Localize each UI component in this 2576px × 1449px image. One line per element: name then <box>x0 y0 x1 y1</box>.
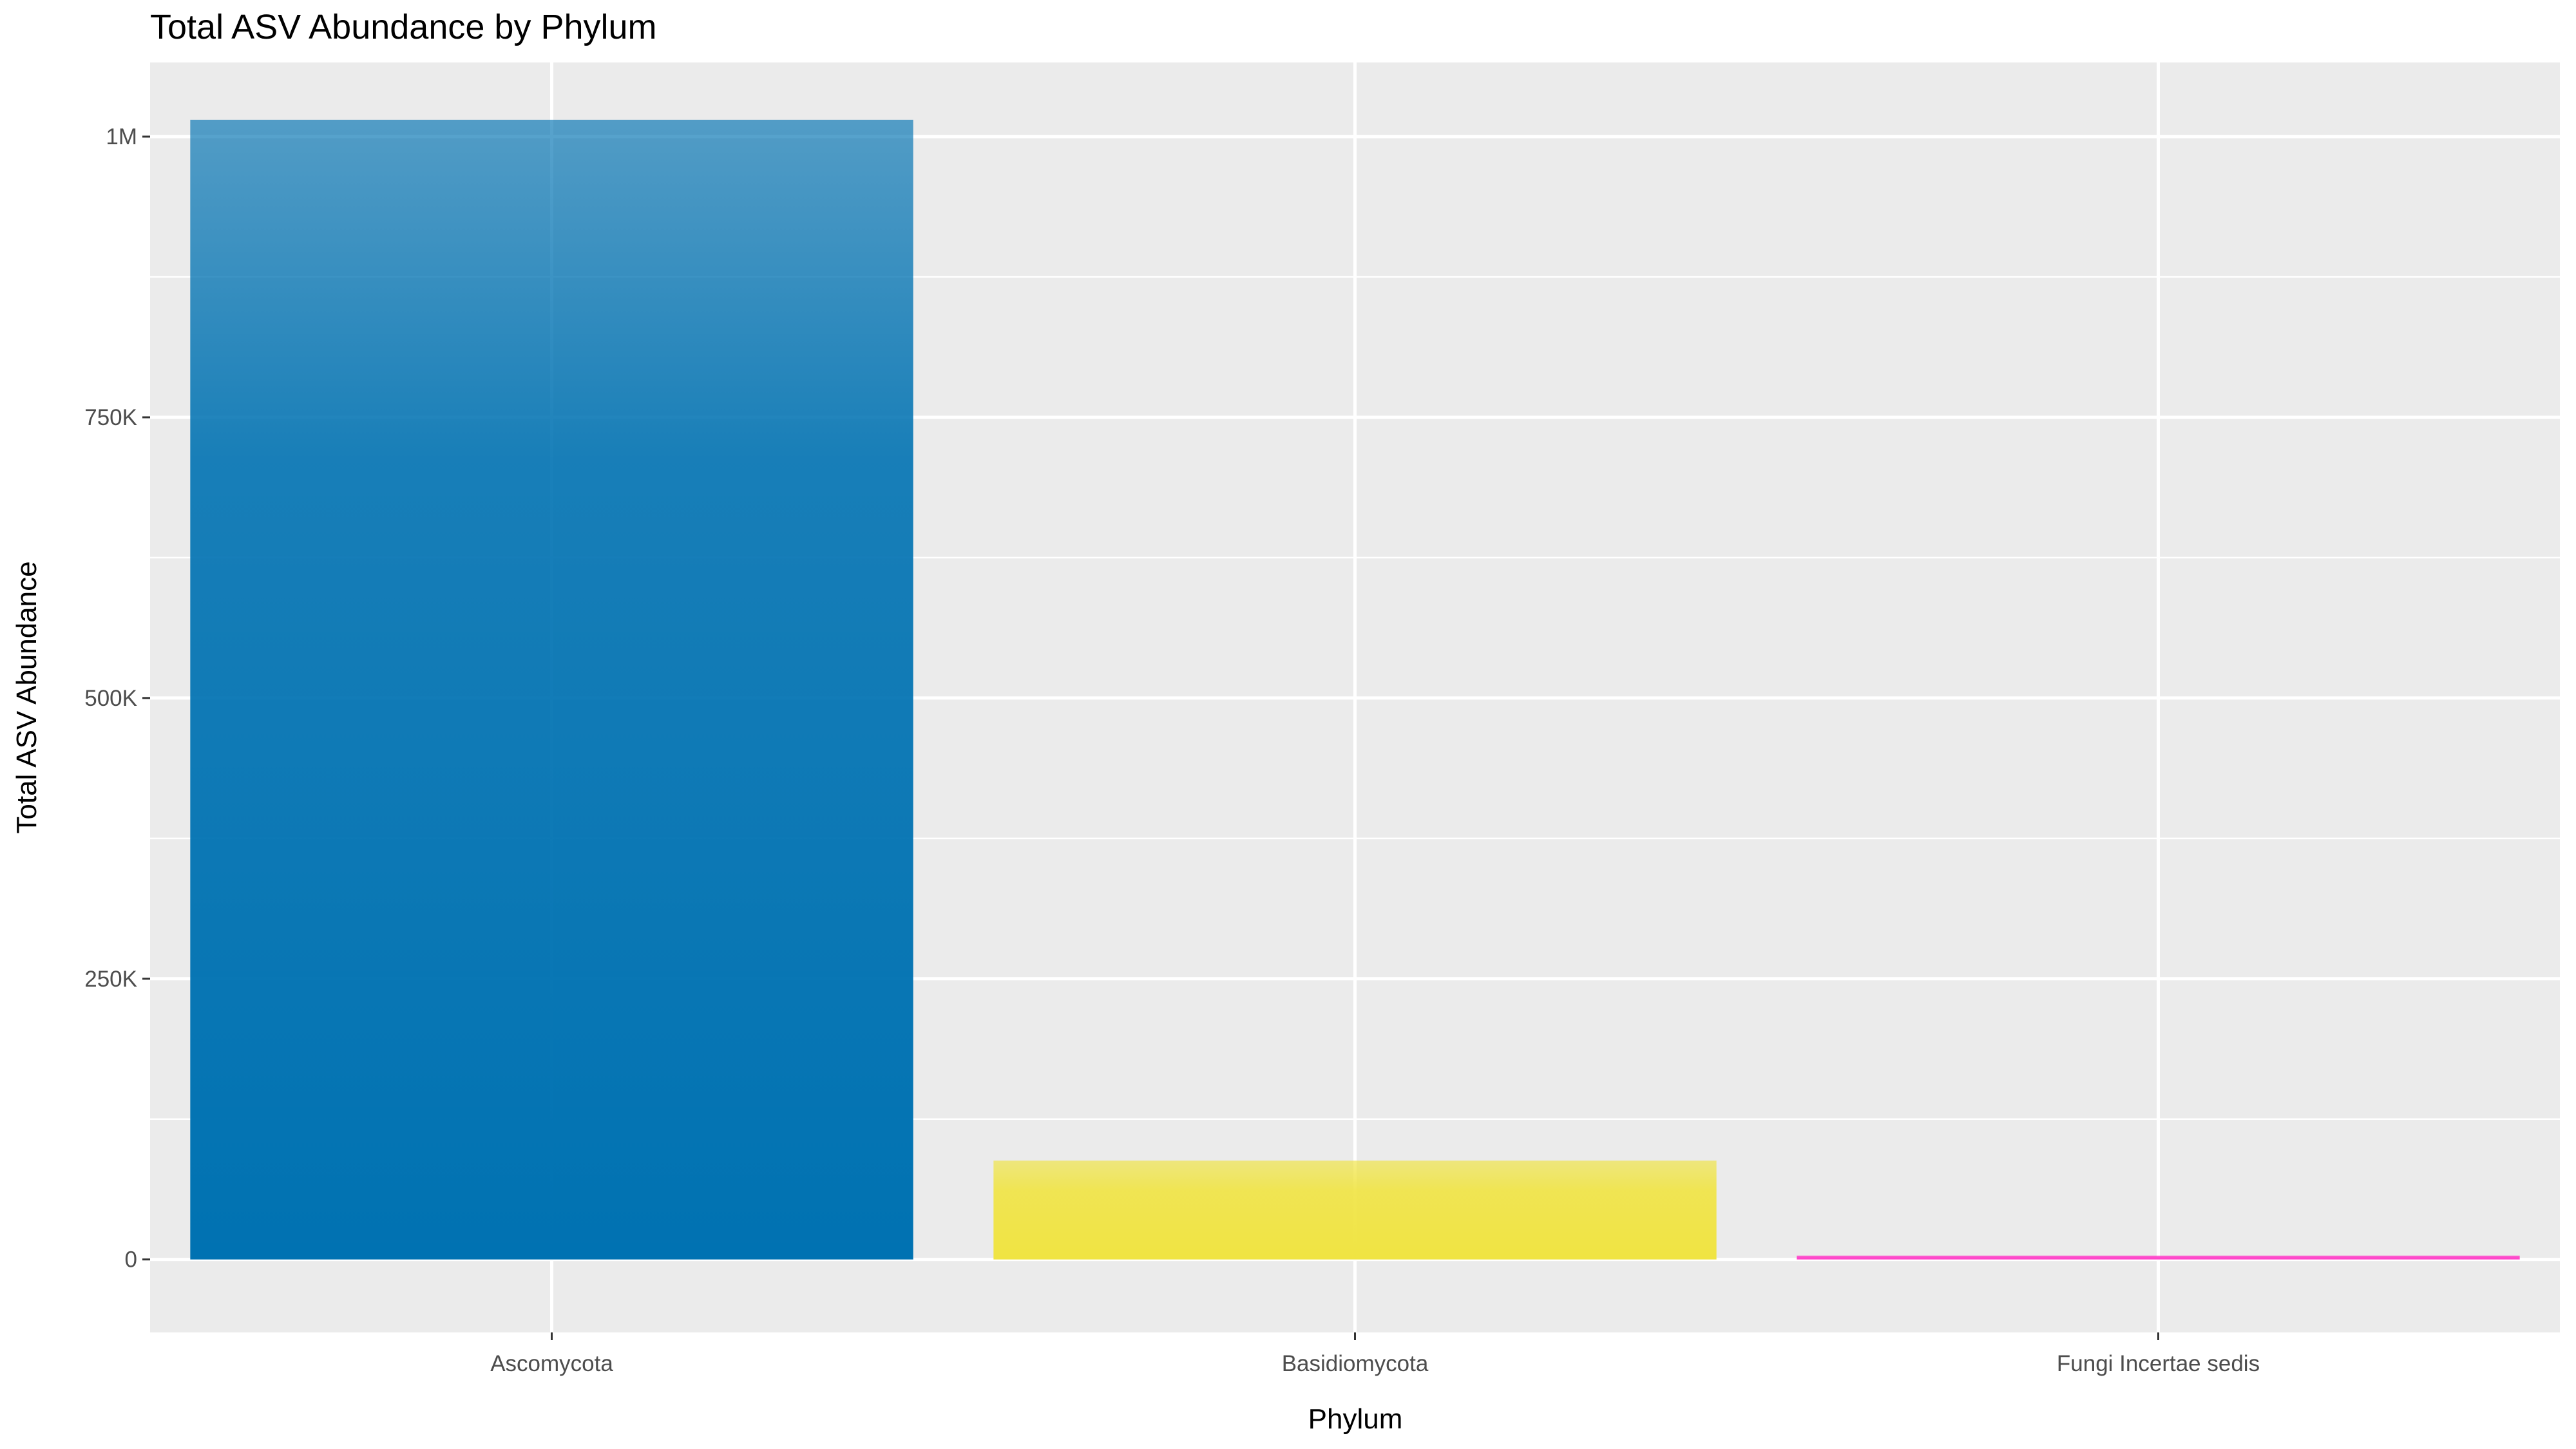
bar-fungi-incertae-sedis <box>1797 1255 2520 1260</box>
y-axis-title: Total ASV Abundance <box>11 561 43 833</box>
x-tick-label: Basidiomycota <box>1282 1351 1429 1376</box>
y-axis: 0 250K 500K 750K 1M <box>84 124 150 1273</box>
bars <box>190 119 2520 1260</box>
x-axis: Ascomycota Basidiomycota Fungi Incertae se… <box>490 1332 2260 1376</box>
y-tick-label: 250K <box>84 967 137 992</box>
y-tick-label: 0 <box>125 1247 137 1273</box>
y-tick-label: 1M <box>106 124 137 149</box>
x-axis-title: Phylum <box>1308 1403 1403 1435</box>
bar-basidiomycota <box>993 1160 1717 1260</box>
y-tick-label: 750K <box>84 405 137 430</box>
y-tick-label: 500K <box>84 686 137 711</box>
bar-ascomycota <box>190 119 913 1260</box>
x-tick-label: Ascomycota <box>490 1351 613 1376</box>
x-tick-label: Fungi Incertae sedis <box>2057 1351 2260 1376</box>
chart-title: Total ASV Abundance by Phylum <box>150 8 657 46</box>
